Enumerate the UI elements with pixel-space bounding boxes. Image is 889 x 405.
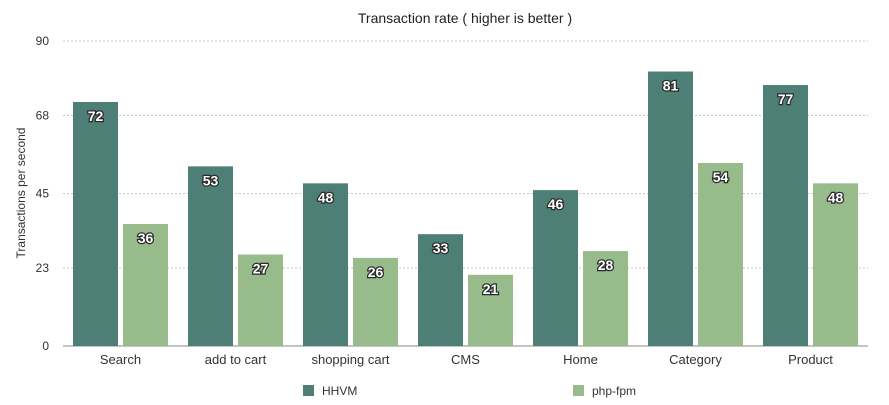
- legend-swatch: [303, 385, 314, 396]
- data-label: 26: [368, 264, 384, 280]
- category-label: Category: [669, 352, 722, 367]
- bar-php-fpm-shopping-cart: [353, 257, 398, 346]
- bar-hhvm-home: [533, 190, 578, 346]
- bar-php-fpm-category: [698, 163, 743, 346]
- data-label: 27: [253, 261, 269, 277]
- legend-swatch: [573, 385, 584, 396]
- legend-item: HHVM: [303, 384, 357, 398]
- data-label: 48: [828, 189, 844, 205]
- gridlines: [63, 40, 868, 347]
- category-label: Product: [788, 352, 833, 367]
- data-label: 33: [433, 240, 449, 256]
- bar-php-fpm-product: [813, 183, 858, 346]
- data-label: 77: [778, 91, 794, 107]
- y-tick-label: 0: [42, 339, 49, 353]
- bars: [73, 71, 858, 347]
- y-tick-label: 45: [36, 187, 50, 201]
- legend-label: HHVM: [322, 384, 357, 398]
- data-label: 54: [713, 169, 729, 185]
- category-label: CMS: [451, 352, 480, 367]
- y-tick-label: 68: [36, 109, 50, 123]
- bar-hhvm-shopping-cart: [303, 183, 348, 346]
- category-label: shopping cart: [311, 352, 389, 367]
- bar-php-fpm-search: [123, 224, 168, 346]
- legend-label: php-fpm: [592, 384, 636, 398]
- y-axis-label: Transactions per second: [14, 128, 28, 259]
- data-label: 81: [663, 78, 679, 94]
- data-labels: 72 36 53 27 48 26 33 21 46 28 81 54 77 48: [86, 76, 844, 298]
- bar-php-fpm-home: [583, 251, 628, 346]
- legend-item: php-fpm: [573, 384, 636, 398]
- data-label: 46: [548, 196, 564, 212]
- data-label: 53: [203, 172, 219, 188]
- bar-hhvm-category: [648, 71, 693, 346]
- category-label: Search: [100, 352, 141, 367]
- bar-hhvm-add-to-cart: [188, 166, 233, 346]
- y-axis-ticks: 0 23 45 68 90: [36, 34, 50, 353]
- bar-hhvm-cms: [418, 234, 463, 346]
- data-label: 48: [318, 189, 334, 205]
- category-label: Home: [563, 352, 598, 367]
- category-label: add to cart: [205, 352, 267, 367]
- chart-title: Transaction rate ( higher is better ): [358, 10, 572, 26]
- bar-hhvm-search: [73, 102, 118, 346]
- data-label: 21: [483, 281, 499, 297]
- bar-php-fpm-add-to-cart: [238, 254, 283, 346]
- y-tick-label: 23: [36, 261, 50, 275]
- legend: HHVM php-fpm: [303, 384, 636, 398]
- data-label: 36: [138, 230, 154, 246]
- x-axis-categories: Search add to cart shopping cart CMS Home Cat…: [100, 352, 833, 367]
- data-label: 28: [598, 257, 614, 273]
- bar-php-fpm-cms: [468, 274, 513, 346]
- y-tick-label: 90: [36, 34, 50, 48]
- bar-hhvm-product: [763, 85, 808, 347]
- data-label: 72: [88, 108, 104, 124]
